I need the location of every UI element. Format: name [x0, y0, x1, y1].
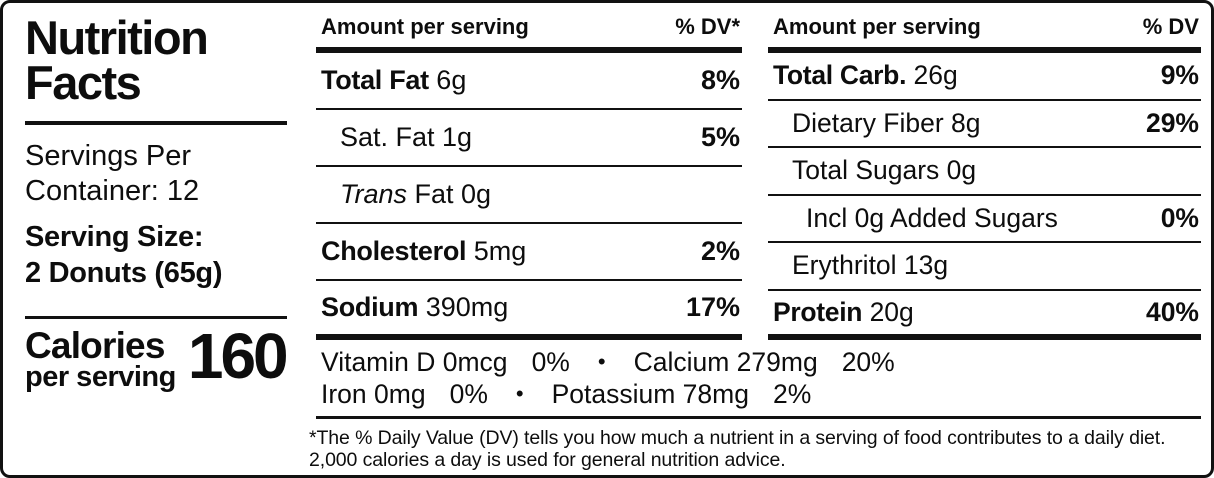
calories-value: 160	[187, 320, 289, 392]
footnote-line-2: 2,000 calories a day is used for general…	[309, 449, 786, 471]
title-line-2: Facts	[25, 56, 142, 109]
dv-cholesterol: 2%	[700, 236, 740, 266]
dv-protein: 40%	[1145, 296, 1199, 327]
title-line-1: Nutrition	[25, 11, 209, 64]
servings-line-2: Container: 12	[25, 175, 200, 207]
servings-line-1: Servings Per	[25, 140, 192, 172]
dv-total-carb: 9%	[1160, 60, 1199, 91]
daily-value-footnote: *The % Daily Value (DV) tells you how mu…	[309, 427, 1209, 471]
row-erythritol: Erythritol 13g	[768, 243, 1201, 291]
serving-size-line-2: 2 Donuts (65g)	[25, 257, 223, 289]
iron: Iron 0mg	[321, 379, 426, 409]
dv-sodium: 17%	[685, 292, 740, 322]
row-total-carb: Total Carb. 26g 9%	[768, 53, 1201, 101]
nutrient-column-carb: Amount per serving % DV Total Carb. 26g …	[768, 14, 1201, 340]
calories-divider	[25, 316, 287, 319]
calories-section: Calories per serving 160	[25, 320, 289, 393]
serving-size-line-1: Serving Size:	[25, 221, 204, 253]
row-total-sugars: Total Sugars 0g	[768, 148, 1201, 196]
page-title: Nutrition Facts	[25, 11, 287, 109]
micronutrient-line-2: Iron 0mg 0% • Potassium 78mg 2%	[321, 378, 1201, 410]
dv-iron: 0%	[449, 379, 488, 409]
percent-dv-heading: % DV	[1142, 14, 1199, 39]
row-total-fat: Total Fat 6g 8%	[316, 53, 742, 110]
calories-word: Calories	[25, 325, 165, 366]
dv-calcium: 20%	[841, 347, 895, 377]
row-trans-fat: Trans Fat 0g	[316, 167, 742, 224]
row-protein: Protein 20g 40%	[768, 291, 1201, 340]
servings-per-container: Servings Per Container: 12	[25, 139, 287, 209]
dv-added-sugars: 0%	[1160, 202, 1199, 233]
title-divider	[25, 121, 287, 125]
left-panel: Nutrition Facts Servings Per Container: …	[25, 11, 289, 393]
micronutrient-line-1: Vitamin D 0mcg 0% • Calcium 279mg 20%	[321, 346, 1201, 378]
percent-dv-heading: % DV*	[675, 14, 740, 39]
dv-total-fat: 8%	[700, 65, 740, 95]
row-sat-fat: Sat. Fat 1g 5%	[316, 110, 742, 167]
dv-potassium: 2%	[772, 379, 812, 409]
dv-dietary-fiber: 29%	[1145, 107, 1199, 138]
column-header: Amount per serving % DV	[768, 14, 1201, 53]
row-added-sugars: Incl 0g Added Sugars 0%	[768, 196, 1201, 243]
bullet-separator: •	[597, 349, 606, 374]
amount-per-serving-heading: Amount per serving	[773, 14, 981, 39]
calories-label: Calories per serving	[25, 325, 176, 393]
calcium: Calcium 279mg	[633, 347, 818, 377]
per-serving-word: per serving	[25, 361, 176, 393]
vitamin-d: Vitamin D 0mcg	[321, 347, 508, 377]
amount-per-serving-heading: Amount per serving	[321, 14, 529, 39]
dv-vitamin-d: 0%	[531, 347, 570, 377]
row-dietary-fiber: Dietary Fiber 8g 29%	[768, 101, 1201, 148]
bullet-separator: •	[515, 381, 524, 406]
serving-size: Serving Size: 2 Donuts (65g)	[25, 219, 287, 291]
dv-sat-fat: 5%	[700, 122, 740, 152]
row-cholesterol: Cholesterol 5mg 2%	[316, 224, 742, 281]
potassium: Potassium 78mg	[551, 379, 749, 409]
row-sodium: Sodium 390mg 17%	[316, 281, 742, 340]
micronutrients-section: Vitamin D 0mcg 0% • Calcium 279mg 20% Iron 0…	[316, 344, 1201, 419]
nutrient-column-fat: Amount per serving % DV* Total Fat 6g 8%…	[316, 14, 742, 340]
column-header: Amount per serving % DV*	[316, 14, 742, 53]
footnote-line-1: *The % Daily Value (DV) tells you how mu…	[309, 427, 1166, 449]
